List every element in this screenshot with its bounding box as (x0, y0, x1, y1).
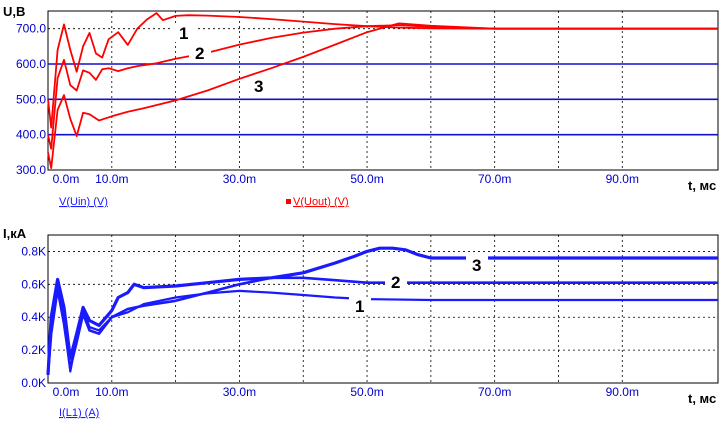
current-curve-1-label-bg (349, 297, 371, 315)
current-time-axis-label: t, мс (688, 391, 716, 406)
x-tick-label: 30.0m (223, 385, 256, 399)
current-grid (48, 235, 718, 383)
y-tick-label: 700.0 (16, 22, 46, 36)
current-curve-3-label-bg (466, 256, 488, 274)
voltage-curve-1-label: 1 (179, 24, 188, 43)
voltage-plot-frame (47, 10, 719, 171)
current-series-group (46, 246, 718, 375)
y-tick-label: 300.0 (16, 163, 46, 177)
x-tick-label: 30.0m (223, 172, 256, 186)
y-tick-label: 0.2K (21, 343, 46, 357)
voltage-plot: U,В 300.0 400.0 500.0 600.0 700.0 0.0m 10.0m 3… (3, 4, 719, 208)
current-curve-2-label: 2 (391, 273, 400, 292)
y-tick-label: 600.0 (16, 57, 46, 71)
current-x-ticks: 0.0m 10.0m 30.0m 50.0m 70.0m 90.0m (53, 385, 639, 399)
current-curve-2-label-bg (385, 273, 407, 291)
y-tick-label: 400.0 (16, 128, 46, 142)
x-tick-label: 0.0m (53, 385, 80, 399)
current-curve-3 (46, 246, 718, 375)
voltage-curve-2-label-bg (189, 45, 211, 62)
current-plot-frame (47, 234, 719, 384)
current-curve-3-label: 3 (472, 256, 481, 275)
y-tick-label: 0.0K (21, 376, 46, 390)
legend-vuout[interactable]: V(Uout) (V) (293, 196, 349, 208)
voltage-axis-label: U,В (3, 4, 25, 19)
x-tick-label: 90.0m (606, 385, 639, 399)
legend-vuin[interactable]: V(Uin) (V) (59, 196, 108, 208)
voltage-series-group (47, 12, 718, 170)
x-tick-label: 70.0m (478, 172, 511, 186)
voltage-x-ticks: 0.0m 10.0m 30.0m 50.0m 70.0m 90.0m (53, 172, 639, 186)
voltage-time-axis-label: t, мс (688, 178, 716, 193)
current-curve-1-label: 1 (355, 297, 364, 316)
x-tick-label: 10.0m (95, 172, 128, 186)
y-tick-label: 0.8K (21, 244, 46, 258)
voltage-curve-1-label-bg (173, 25, 195, 42)
current-curve-2 (46, 276, 718, 375)
x-tick-label: 50.0m (350, 385, 383, 399)
voltage-curve-3 (47, 22, 718, 170)
legend-il1[interactable]: I(L1) (A) (59, 407, 99, 419)
x-tick-label: 10.0m (95, 385, 128, 399)
current-plot: I,кА 0.0K0.2K0.4K0.6K0.8K 0.0m 10.0m 30.0m… (3, 226, 719, 419)
y-tick-label: 500.0 (16, 92, 46, 106)
voltage-curve-3-label-bg (248, 78, 270, 95)
voltage-reference-lines (48, 63, 718, 136)
voltage-curve-3-label: 3 (254, 77, 263, 96)
x-tick-label: 0.0m (53, 172, 80, 186)
current-curve-numbers: 1 2 3 (349, 256, 488, 316)
voltage-curve-2 (47, 24, 718, 150)
legend-vuout-marker (286, 199, 291, 204)
voltage-y-ticks: 300.0 400.0 500.0 600.0 700.0 (16, 22, 46, 177)
x-tick-label: 50.0m (350, 172, 383, 186)
x-tick-label: 90.0m (606, 172, 639, 186)
current-y-ticks: 0.0K 0.2K 0.4K 0.6K 0.8K (21, 244, 46, 390)
voltage-curve-2-label: 2 (195, 44, 204, 63)
x-tick-label: 70.0m (478, 385, 511, 399)
current-axis-label: I,кА (3, 226, 27, 241)
y-tick-label: 0.6K (21, 277, 46, 291)
voltage-curve-numbers: 1 2 3 (173, 24, 270, 96)
y-tick-label: 0.4K (21, 310, 46, 324)
voltage-curve-1 (47, 12, 718, 129)
